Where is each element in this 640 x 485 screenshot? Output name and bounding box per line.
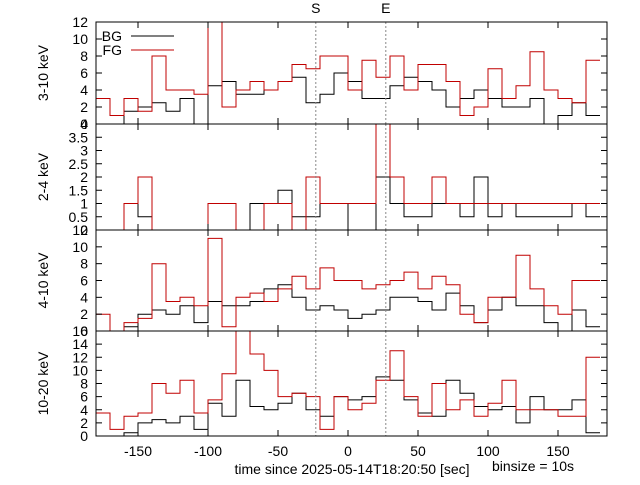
y-tick-label: 0 xyxy=(80,116,88,132)
y-tick-label: 0 xyxy=(80,323,88,339)
binsize-note: binsize = 10s xyxy=(492,458,574,474)
series-bg-line xyxy=(96,284,600,331)
y-tick-label: 12 xyxy=(72,349,88,365)
x-tick-label: -150 xyxy=(124,443,152,459)
y-tick-label: 8 xyxy=(80,376,88,392)
legend-label-fg: FG xyxy=(103,42,122,58)
y-tick-label: 3.5 xyxy=(69,129,89,145)
y-tick-label: 2 xyxy=(80,306,88,322)
series-fg-line xyxy=(96,331,600,430)
series-fg-line xyxy=(96,124,600,230)
y-tick-label: 8 xyxy=(80,48,88,64)
y-tick-label: 0.5 xyxy=(69,209,89,225)
y-tick-label: 0 xyxy=(80,222,88,238)
y-tick-label: 2.5 xyxy=(69,156,89,172)
y-tick-label: 3 xyxy=(80,143,88,159)
y-tick-label: 4 xyxy=(80,402,88,418)
x-tick-label: 0 xyxy=(344,443,352,459)
y-tick-label: 0 xyxy=(80,428,88,444)
x-tick-label: 50 xyxy=(410,443,426,459)
marker-label-e: E xyxy=(381,0,390,16)
y-tick-label: 4 xyxy=(80,289,88,305)
legend-label-bg: BG xyxy=(102,28,122,44)
y-tick-label: 1.5 xyxy=(69,182,89,198)
y-tick-label: 1 xyxy=(80,196,88,212)
x-tick-label: -100 xyxy=(194,443,222,459)
y-tick-label: 14 xyxy=(72,336,88,352)
y-axis-label: 3-10 keV xyxy=(35,44,51,101)
y-tick-label: 4 xyxy=(80,82,88,98)
y-tick-label: 2 xyxy=(80,99,88,115)
y-tick-label: 4 xyxy=(80,116,88,132)
y-tick-label: 12 xyxy=(72,222,88,238)
y-tick-label: 6 xyxy=(80,389,88,405)
overlay-layer: time since 2025-05-14T18:20:50 [sec] bin… xyxy=(124,0,574,477)
series-fg-line xyxy=(96,237,600,331)
x-axis-label: time since 2025-05-14T18:20:50 [sec] xyxy=(234,461,469,477)
y-axis-label: 2-4 keV xyxy=(35,152,51,201)
y-tick-label: 10 xyxy=(72,31,88,47)
marker-label-s: S xyxy=(311,0,320,16)
y-tick-label: 10 xyxy=(72,239,88,255)
y-tick-label: 16 xyxy=(72,323,88,339)
series-fg-line xyxy=(96,22,600,116)
y-tick-label: 6 xyxy=(80,65,88,81)
x-tick-label: 100 xyxy=(476,443,500,459)
y-tick-label: 2 xyxy=(80,169,88,185)
y-tick-label: 8 xyxy=(80,256,88,272)
y-axis-label: 10-20 keV xyxy=(35,351,51,415)
y-tick-label: 12 xyxy=(72,14,88,30)
panel-frame xyxy=(95,123,608,231)
x-tick-label: 150 xyxy=(546,443,570,459)
y-tick-label: 6 xyxy=(80,273,88,289)
panel-1: 00.511.522.533.542-4 keV xyxy=(35,116,608,238)
y-axis-label: 4-10 keV xyxy=(35,252,51,309)
panel-frame xyxy=(95,330,608,437)
x-tick-label: -50 xyxy=(268,443,288,459)
y-tick-label: 10 xyxy=(72,362,88,378)
y-tick-label: 2 xyxy=(80,415,88,431)
